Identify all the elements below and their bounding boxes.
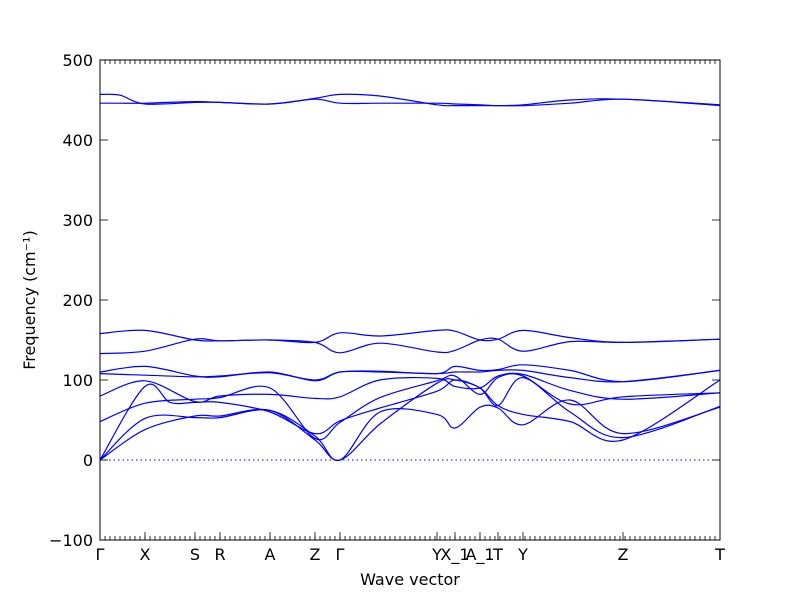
x-tick-label: T [714,545,725,564]
y-tick-label: −100 [49,531,93,550]
y-ticks: −100 0 100 200 300 400 500 [49,51,720,550]
x-tick-label: S [190,545,200,564]
y-tick-label: 100 [62,371,93,390]
x-axis-title: Wave vector [360,570,460,589]
y-tick-label: 500 [62,51,93,70]
plot-frame [99,59,721,541]
y-axis-title: Frequency (cm⁻¹) [20,230,39,369]
band-8 [99,373,721,441]
x-ticks: Γ X S R A Z Γ YX_1A_1T Y Z T [96,60,725,565]
x-tick-label: T [492,545,503,564]
x-tick-label: Γ [336,545,345,564]
x-tick-label: A [265,545,276,564]
x-tick-label: Y [517,545,528,564]
x-tick-label: R [214,545,225,564]
y-tick-label: 400 [62,131,93,150]
x-tick-label: Z [310,545,321,564]
band-lines [99,93,721,462]
band-4 [99,337,721,355]
x-tick-label: Y [431,545,442,564]
y-tick-label: 0 [83,451,93,470]
band-10 [99,399,721,462]
x-tick-label: Z [618,545,629,564]
y-tick-label: 200 [62,291,93,310]
y-tick-label: 300 [62,211,93,230]
band-3 [99,329,721,344]
x-tick-label: Γ [96,545,105,564]
band-6 [99,369,721,383]
x-tick-label: A_1 [465,545,494,565]
band-7 [99,372,721,403]
x-tick-label: X [140,545,151,564]
band-9 [99,379,721,461]
band-1 [99,93,721,107]
band-11 [99,376,721,461]
band-2 [99,98,721,107]
x-tick-label: X_1 [440,545,469,565]
